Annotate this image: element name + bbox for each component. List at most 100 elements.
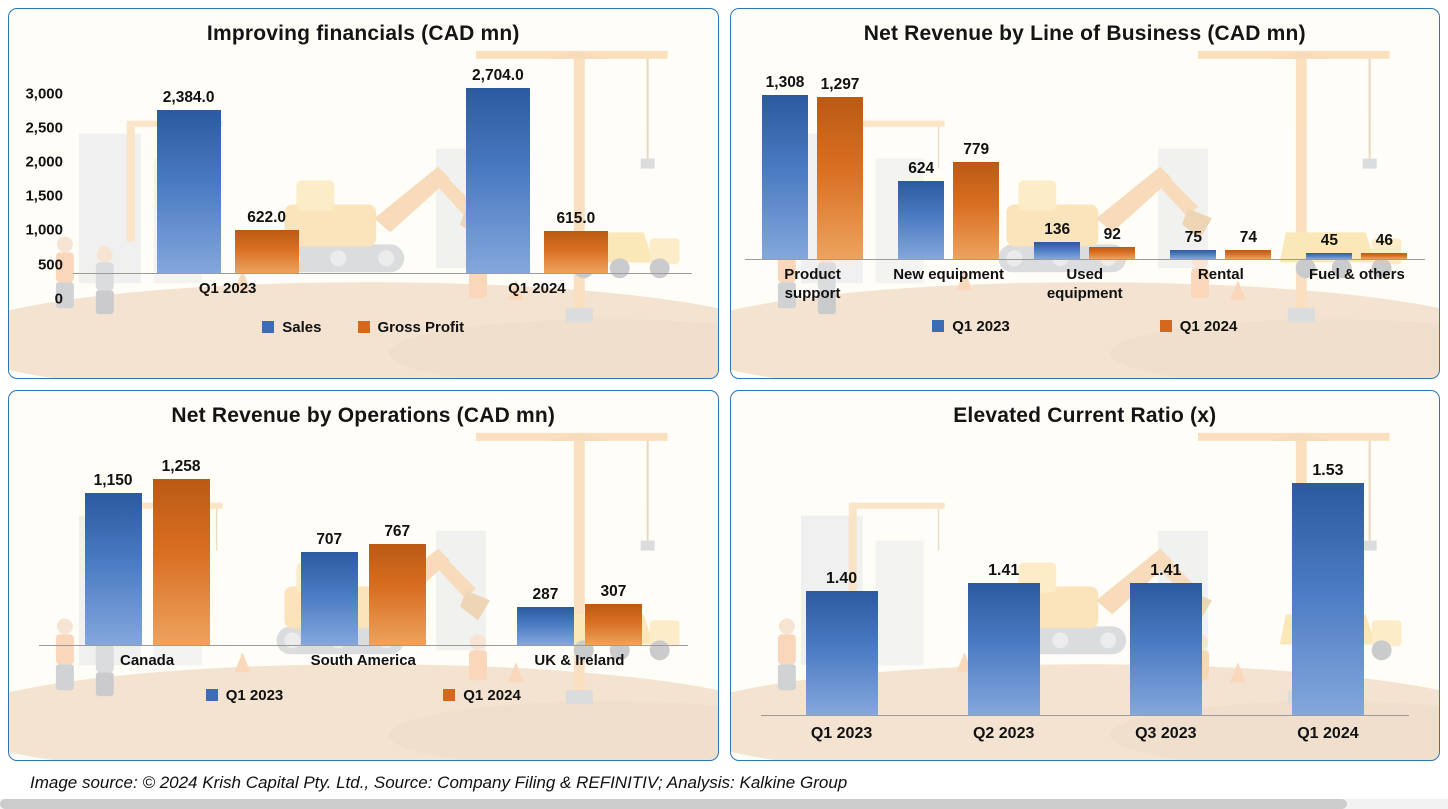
data-label: 307: [600, 583, 627, 600]
data-label: 1.41: [988, 562, 1020, 579]
bar-with-label: 1,297: [817, 76, 864, 259]
y-axis-tick-label: 2,000: [25, 153, 63, 171]
bar-blue: [967, 583, 1040, 715]
category-label: Rental: [1153, 260, 1289, 304]
category-label-text: Q1 2024: [508, 280, 566, 297]
bar-orange: [1089, 247, 1136, 259]
bar-group: 45 46: [1289, 232, 1425, 259]
bar-blue: [1034, 242, 1081, 259]
bar-orange: [543, 231, 608, 273]
horizontal-scrollbar-track[interactable]: [0, 799, 1448, 809]
legend-item: Q1 2024: [1159, 318, 1237, 335]
category-label-text: Q2 2023: [972, 725, 1035, 742]
bar-with-label: 622.0: [234, 209, 299, 273]
y-axis-tick-label: 1,000: [25, 221, 63, 239]
bar-group: 75 74: [1153, 229, 1289, 259]
y-axis-tick-label: 500: [37, 256, 63, 274]
category-label-text: New equipment: [893, 266, 1005, 283]
data-label: 2,384.0: [162, 89, 215, 106]
chart-title: Net Revenue by Operations (CAD mn): [171, 404, 556, 427]
bar-group: 624 779: [881, 141, 1017, 259]
bar-with-label: 287: [516, 586, 574, 645]
category-label: Q2 2023: [923, 716, 1085, 744]
data-label: 2,704.0: [472, 67, 524, 84]
bar-with-label: 779: [953, 141, 1000, 259]
data-label: 1.53: [1312, 462, 1344, 479]
chart-title: Net Revenue by Line of Business (CAD mn): [863, 22, 1306, 45]
data-label: 1,258: [161, 458, 201, 475]
bar-with-label: 1.41: [1129, 562, 1202, 715]
data-label: 1,308: [765, 74, 805, 91]
category-label-text: Used equipment: [1046, 266, 1123, 302]
bar-group: 707 767: [255, 523, 471, 645]
bar-orange: [817, 97, 864, 259]
bar-with-label: 46: [1361, 232, 1408, 259]
bar-blue: [1306, 253, 1353, 259]
data-label: 45: [1320, 232, 1339, 249]
legend-item: Q1 2023: [932, 318, 1010, 335]
legend: Sales Gross Profit: [9, 319, 718, 336]
bar-with-label: 1.41: [967, 562, 1040, 715]
bar-blue: [805, 591, 878, 715]
data-label: 136: [1044, 221, 1071, 238]
legend-swatch-orange: [443, 689, 456, 702]
legend-label: Q1 2023: [952, 317, 1010, 335]
data-label: 624: [908, 160, 935, 177]
bar-blue: [516, 607, 574, 645]
plot-area: 1.40 1.41 1.41 1.53: [760, 450, 1409, 716]
bar-group: 1,150 1,258: [39, 458, 255, 645]
bar-blue: [465, 88, 530, 273]
category-label: Q1 2024: [1247, 716, 1409, 744]
data-label: 622.0: [247, 209, 287, 226]
legend-label: Q1 2024: [463, 686, 521, 704]
category-axis: Canada South America UK & Ireland: [39, 646, 688, 671]
bar-orange: [234, 230, 299, 273]
data-label: 92: [1103, 226, 1121, 243]
bar-blue: [156, 110, 221, 273]
category-label: Canada: [39, 646, 255, 671]
plot-area: 1,308 1,297 624 779 136 92 75 74 45 46: [744, 74, 1425, 260]
bar-with-label: 707: [300, 531, 358, 645]
data-label: 767: [384, 523, 411, 540]
category-label: South America: [255, 646, 471, 671]
category-label: Fuel & others: [1289, 260, 1425, 304]
bar-with-label: 1,258: [152, 458, 210, 645]
legend-swatch-blue: [262, 321, 275, 334]
y-axis-tick-label: 0: [54, 290, 63, 308]
data-label: 1,150: [93, 472, 133, 489]
data-label: 1.40: [825, 570, 858, 587]
bar-blue: [1129, 583, 1202, 715]
chart-panel-improving-financials: Improving financials (CAD mn) 3,000 2,500…: [8, 8, 719, 379]
horizontal-scrollbar-thumb[interactable]: [0, 799, 1347, 809]
bar-with-label: 624: [898, 160, 945, 259]
chart-title: Improving financials (CAD mn): [206, 22, 520, 45]
legend-item: Sales: [262, 319, 322, 336]
bar-with-label: 1.53: [1291, 462, 1364, 715]
category-label-text: Rental: [1197, 266, 1244, 283]
chart-body: 1,308 1,297 624 779 136 92 75 74 45 46 Product su…: [744, 74, 1426, 304]
category-label: Product support: [745, 260, 881, 304]
legend-swatch-orange: [357, 321, 370, 334]
bar-with-label: 45: [1306, 232, 1353, 259]
bar-with-label: 1,308: [762, 74, 809, 259]
category-label: Q1 2023: [761, 716, 923, 744]
bar-group: 2,704.0 615.0: [382, 67, 691, 273]
y-axis-tick-label: 1,500: [25, 187, 63, 205]
legend-label: Q1 2023: [225, 686, 284, 704]
bar-with-label: 2,384.0: [156, 89, 221, 273]
category-axis: Product support New equipment Used equipme…: [745, 260, 1426, 304]
bar-orange: [584, 604, 642, 645]
bar-with-label: 767: [368, 523, 426, 645]
bar-group: 1,308 1,297: [745, 74, 881, 259]
chart-panel-net-revenue-operations: Net Revenue by Operations (CAD mn) 1,150…: [8, 390, 719, 761]
bar-blue: [84, 493, 142, 645]
bar-orange: [1361, 253, 1408, 259]
category-label-text: Q1 2023: [810, 725, 873, 742]
bar-with-label: 74: [1225, 229, 1272, 259]
category-axis: Q1 2023 Q1 2024: [73, 274, 692, 299]
chart-body: 1,150 1,258 707 767 287 307 Canada South Ameri…: [39, 458, 688, 671]
category-label-text: Q3 2023: [1135, 725, 1197, 742]
bar-with-label: 75: [1170, 229, 1217, 259]
chart-body: 3,000 2,500 2,000 1,500 1,000 500 0 2,384.0 622…: [15, 67, 692, 307]
bar-group: 2,384.0 622.0: [73, 89, 382, 273]
